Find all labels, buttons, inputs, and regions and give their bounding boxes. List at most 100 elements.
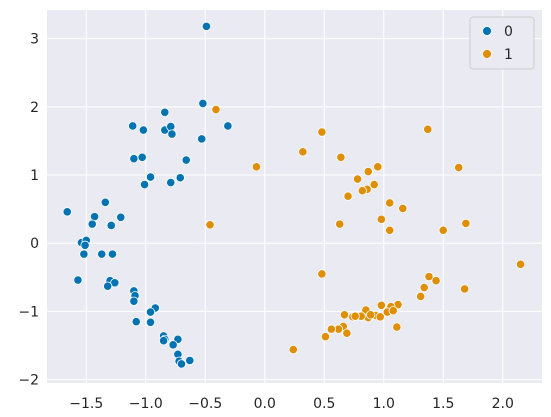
data-point-series-1 xyxy=(385,225,395,235)
x-tick-label: 1.0 xyxy=(373,396,395,412)
data-point-series-1 xyxy=(342,328,352,338)
data-point-series-1 xyxy=(320,332,331,342)
data-point-series-0 xyxy=(80,240,90,250)
data-point-series-1 xyxy=(335,219,345,229)
data-point-series-1 xyxy=(376,214,386,224)
data-points xyxy=(62,21,526,369)
data-point-series-1 xyxy=(317,127,327,137)
data-point-series-0 xyxy=(167,129,177,139)
data-point-series-1 xyxy=(438,225,448,235)
data-point-series-0 xyxy=(159,336,169,346)
data-point-series-0 xyxy=(100,197,110,207)
data-point-series-0 xyxy=(166,122,176,132)
y-tick-label: 2 xyxy=(30,100,39,116)
x-tick-label: 0.0 xyxy=(254,396,276,412)
data-point-series-0 xyxy=(103,281,113,291)
data-point-series-1 xyxy=(416,291,426,301)
data-point-series-1 xyxy=(350,311,360,321)
y-tick-label: 0 xyxy=(30,236,39,252)
data-point-series-1 xyxy=(460,284,470,294)
data-point-series-0 xyxy=(166,177,176,188)
data-point-series-1 xyxy=(343,191,353,201)
y-tick-label: 3 xyxy=(30,32,39,48)
x-tick-label: 0.5 xyxy=(313,396,335,412)
data-point-series-0 xyxy=(139,179,150,190)
data-point-series-0 xyxy=(175,173,185,183)
data-point-series-0 xyxy=(97,249,107,259)
legend-marker-0 xyxy=(482,26,492,36)
data-point-series-1 xyxy=(326,324,336,334)
data-point-series-0 xyxy=(145,172,156,182)
data-point-series-0 xyxy=(197,134,207,144)
data-point-series-1 xyxy=(392,322,402,332)
data-point-series-0 xyxy=(181,155,191,165)
legend-marker-1 xyxy=(482,49,492,59)
data-point-series-1 xyxy=(423,124,433,134)
data-point-series-1 xyxy=(419,282,429,293)
data-point-series-0 xyxy=(138,125,148,135)
data-point-series-0 xyxy=(160,107,170,117)
data-point-series-1 xyxy=(369,179,379,190)
data-point-series-1 xyxy=(366,310,376,320)
data-point-series-0 xyxy=(145,317,156,327)
data-point-series-0 xyxy=(87,219,97,229)
data-point-series-1 xyxy=(339,310,350,320)
data-point-series-1 xyxy=(376,300,386,310)
data-point-series-1 xyxy=(205,220,215,230)
data-point-series-0 xyxy=(129,296,139,306)
data-point-series-1 xyxy=(431,276,441,286)
plot-area xyxy=(47,10,542,383)
data-point-series-0 xyxy=(128,121,138,131)
data-point-series-1 xyxy=(288,344,298,355)
data-point-series-0 xyxy=(137,152,147,162)
data-point-series-1 xyxy=(515,259,526,269)
data-point-series-0 xyxy=(107,249,118,259)
x-axis-ticks: −1.5 −1.0 −0.5 0.0 0.5 1.0 1.5 2.0 xyxy=(69,396,514,412)
data-point-series-0 xyxy=(176,359,187,369)
data-point-series-0 xyxy=(73,275,83,285)
y-tick-label: 1 xyxy=(30,168,39,184)
data-point-series-1 xyxy=(388,306,398,316)
legend-label-1: 1 xyxy=(504,47,513,63)
legend: 0 1 xyxy=(469,16,535,70)
data-point-series-0 xyxy=(129,154,139,164)
y-tick-label: −1 xyxy=(18,304,39,320)
data-point-series-1 xyxy=(454,162,464,173)
data-point-series-1 xyxy=(375,312,385,322)
data-point-series-1 xyxy=(424,272,434,282)
data-point-series-0 xyxy=(106,220,116,231)
data-point-series-0 xyxy=(145,307,156,317)
data-point-series-1 xyxy=(398,203,408,214)
data-point-series-0 xyxy=(198,98,208,109)
data-point-series-1 xyxy=(251,162,262,172)
data-point-series-0 xyxy=(62,207,72,217)
data-point-series-0 xyxy=(168,340,178,350)
data-point-series-0 xyxy=(79,249,89,259)
data-point-series-1 xyxy=(317,269,327,279)
data-point-series-1 xyxy=(336,152,346,162)
x-tick-label: −0.5 xyxy=(188,396,222,412)
x-tick-label: 1.5 xyxy=(432,396,454,412)
grid-lines xyxy=(47,10,542,383)
data-point-series-0 xyxy=(185,355,195,366)
data-point-series-1 xyxy=(373,162,383,172)
data-point-series-0 xyxy=(223,121,233,131)
x-tick-label: −1.0 xyxy=(129,396,163,412)
data-point-series-1 xyxy=(211,104,221,115)
data-point-series-1 xyxy=(298,147,308,157)
legend-label-0: 0 xyxy=(504,24,513,40)
data-point-series-1 xyxy=(461,218,471,229)
y-tick-label: −2 xyxy=(18,373,39,389)
data-point-series-0 xyxy=(201,21,212,31)
data-point-series-0 xyxy=(131,317,141,327)
legend-box xyxy=(469,16,535,70)
data-point-series-1 xyxy=(357,186,367,196)
x-tick-label: 2.0 xyxy=(492,396,514,412)
data-point-series-0 xyxy=(116,212,126,222)
y-axis-ticks: −2 −1 0 1 2 3 xyxy=(18,32,39,389)
data-point-series-1 xyxy=(385,198,395,208)
data-point-series-1 xyxy=(352,174,363,184)
data-point-series-1 xyxy=(363,167,373,177)
x-tick-label: −1.5 xyxy=(69,396,103,412)
